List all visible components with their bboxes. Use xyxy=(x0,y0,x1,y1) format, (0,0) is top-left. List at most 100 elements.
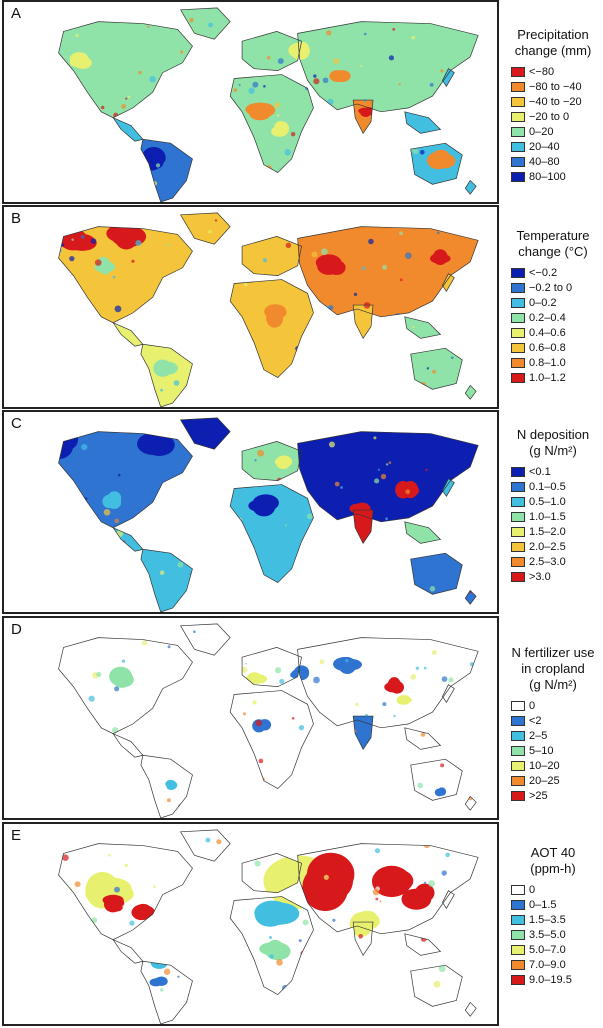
data-speckle xyxy=(313,78,320,85)
coastline-australia xyxy=(410,347,463,390)
data-speckle xyxy=(163,968,171,975)
data-speckle xyxy=(303,77,307,81)
data-speckle xyxy=(308,20,311,24)
data-speckle xyxy=(188,542,195,549)
coastline-seAsia xyxy=(404,727,442,750)
legend-swatch xyxy=(511,372,525,383)
data-speckle xyxy=(59,974,63,978)
data-speckle xyxy=(28,412,31,414)
data-speckle xyxy=(258,758,264,764)
data-speckle xyxy=(445,852,450,858)
data-speckle xyxy=(188,917,192,921)
land-centralAm xyxy=(113,939,143,964)
data-speckle xyxy=(80,235,85,239)
data-patch xyxy=(295,41,310,60)
data-speckle xyxy=(79,325,82,328)
data-speckle xyxy=(250,151,256,157)
data-speckle xyxy=(306,513,313,520)
legend-swatch xyxy=(511,141,525,152)
data-speckle xyxy=(421,212,424,215)
legend-label: <2 xyxy=(529,714,542,727)
data-speckle xyxy=(326,30,332,36)
data-speckle xyxy=(15,857,20,862)
data-speckle xyxy=(395,139,398,142)
data-speckle xyxy=(87,554,91,557)
data-speckle xyxy=(441,870,447,876)
coastline-australia xyxy=(410,964,463,1007)
data-speckle xyxy=(125,97,128,100)
data-speckle xyxy=(269,954,274,959)
data-patch xyxy=(338,657,357,675)
data-speckle xyxy=(323,960,328,965)
legend-swatch xyxy=(511,312,525,323)
data-patch xyxy=(67,235,97,251)
data-speckle xyxy=(326,175,330,179)
coastline-seAsia xyxy=(404,111,442,134)
data-speckle xyxy=(107,853,111,857)
data-speckle xyxy=(468,59,476,66)
data-speckle xyxy=(189,17,194,23)
data-speckle xyxy=(428,1007,432,1011)
data-speckle xyxy=(4,560,11,567)
legend-item: 40–80 xyxy=(511,154,601,169)
data-speckle xyxy=(123,288,128,293)
data-speckle xyxy=(94,968,101,975)
legend-swatch xyxy=(511,556,525,567)
data-speckle xyxy=(229,841,234,846)
data-speckle xyxy=(298,598,301,602)
data-speckle xyxy=(285,242,292,249)
coastline-africa xyxy=(229,690,314,790)
data-speckle xyxy=(440,298,445,302)
map-panel-c: C xyxy=(2,410,499,614)
data-speckle xyxy=(135,240,142,247)
data-speckle xyxy=(494,454,497,458)
data-speckle xyxy=(180,514,187,521)
data-speckle xyxy=(207,313,212,317)
data-speckle xyxy=(199,1011,205,1017)
data-speckle xyxy=(336,186,340,190)
data-speckle xyxy=(467,717,473,722)
legend-item: 0–1.5 xyxy=(511,897,601,912)
data-speckle xyxy=(458,810,463,815)
legend-swatch xyxy=(511,571,525,582)
coastline-asia xyxy=(297,226,479,318)
data-speckle xyxy=(100,392,106,397)
data-speckle xyxy=(100,566,104,570)
data-speckle xyxy=(390,995,395,1000)
legend-swatch xyxy=(511,111,525,122)
data-speckle xyxy=(89,971,94,976)
data-speckle xyxy=(218,75,224,80)
data-speckle xyxy=(71,756,75,760)
coastline-northAmerica xyxy=(58,226,193,324)
coastline-greenland xyxy=(179,212,231,245)
data-speckle xyxy=(102,849,108,855)
legend-swatch xyxy=(511,541,525,552)
data-speckle xyxy=(79,417,86,419)
data-speckle xyxy=(294,28,301,34)
coastline-europe xyxy=(241,853,302,893)
land-greenland xyxy=(180,417,231,450)
data-speckle xyxy=(37,939,41,943)
data-speckle xyxy=(104,909,108,913)
data-speckle xyxy=(271,809,277,814)
data-speckle xyxy=(164,893,171,900)
data-speckle xyxy=(20,448,26,454)
map-panel-a: A xyxy=(2,0,499,204)
data-speckle xyxy=(23,882,30,889)
data-speckle xyxy=(147,25,150,28)
data-speckle xyxy=(162,505,166,508)
data-speckle xyxy=(475,103,479,106)
data-speckle xyxy=(27,939,33,945)
data-speckle xyxy=(344,988,349,994)
data-speckle xyxy=(478,895,481,898)
data-speckle xyxy=(129,920,135,926)
data-speckle xyxy=(225,701,232,708)
data-speckle xyxy=(292,884,299,890)
data-speckle xyxy=(73,1003,77,1007)
data-speckle xyxy=(131,462,139,470)
data-speckle xyxy=(174,209,177,212)
legend-swatch xyxy=(511,81,525,92)
data-speckle xyxy=(247,230,254,237)
data-speckle xyxy=(83,626,88,632)
land-greenland xyxy=(180,829,231,862)
